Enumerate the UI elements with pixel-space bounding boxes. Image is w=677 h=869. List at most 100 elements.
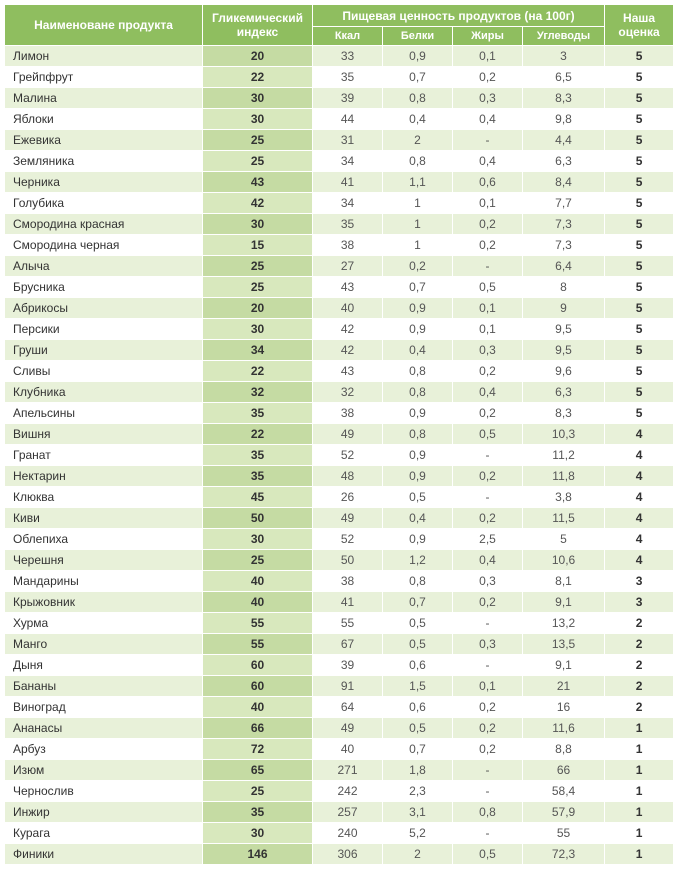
table-row: Черешня25501,20,410,64	[5, 550, 674, 571]
cell-name: Изюм	[5, 760, 203, 781]
cell-gi: 20	[203, 46, 313, 67]
cell-protein: 0,9	[383, 319, 453, 340]
cell-name: Голубика	[5, 193, 203, 214]
cell-fat: 0,2	[453, 403, 523, 424]
cell-gi: 25	[203, 277, 313, 298]
table-row: Инжир352573,10,857,91	[5, 802, 674, 823]
cell-gi: 55	[203, 634, 313, 655]
cell-protein: 0,7	[383, 592, 453, 613]
table-row: Брусника25430,70,585	[5, 277, 674, 298]
table-row: Смородина черная153810,27,35	[5, 235, 674, 256]
cell-name: Клубника	[5, 382, 203, 403]
cell-rating: 5	[605, 88, 674, 109]
cell-rating: 2	[605, 655, 674, 676]
cell-carbs: 6,3	[523, 151, 605, 172]
header-gi: Гликемический индекс	[203, 5, 313, 46]
cell-kcal: 49	[313, 424, 383, 445]
cell-kcal: 44	[313, 109, 383, 130]
cell-carbs: 8,3	[523, 88, 605, 109]
cell-rating: 5	[605, 109, 674, 130]
table-body: Лимон20330,90,135Грейпфрут22350,70,26,55…	[5, 46, 674, 865]
cell-protein: 2	[383, 844, 453, 865]
cell-protein: 0,6	[383, 655, 453, 676]
table-row: Яблоки30440,40,49,85	[5, 109, 674, 130]
cell-fat: 0,4	[453, 109, 523, 130]
table-row: Смородина красная303510,27,35	[5, 214, 674, 235]
table-row: Арбуз72400,70,28,81	[5, 739, 674, 760]
cell-carbs: 3	[523, 46, 605, 67]
cell-name: Апельсины	[5, 403, 203, 424]
cell-fat: 0,3	[453, 88, 523, 109]
cell-carbs: 10,3	[523, 424, 605, 445]
cell-name: Хурма	[5, 613, 203, 634]
cell-fat: 0,1	[453, 193, 523, 214]
cell-protein: 1	[383, 214, 453, 235]
cell-name: Финики	[5, 844, 203, 865]
cell-kcal: 271	[313, 760, 383, 781]
cell-kcal: 40	[313, 298, 383, 319]
cell-carbs: 6,4	[523, 256, 605, 277]
cell-name: Мандарины	[5, 571, 203, 592]
table-row: Гранат35520,9-11,24	[5, 445, 674, 466]
cell-gi: 30	[203, 823, 313, 844]
cell-name: Брусника	[5, 277, 203, 298]
table-row: Манго55670,50,313,52	[5, 634, 674, 655]
cell-gi: 60	[203, 676, 313, 697]
cell-name: Ананасы	[5, 718, 203, 739]
cell-gi: 60	[203, 655, 313, 676]
cell-kcal: 43	[313, 361, 383, 382]
cell-fat: 0,2	[453, 361, 523, 382]
cell-rating: 5	[605, 235, 674, 256]
cell-protein: 2	[383, 130, 453, 151]
cell-rating: 5	[605, 256, 674, 277]
cell-protein: 0,6	[383, 697, 453, 718]
cell-fat: 0,1	[453, 319, 523, 340]
cell-name: Алыча	[5, 256, 203, 277]
cell-protein: 0,8	[383, 424, 453, 445]
header-fat: Жиры	[453, 27, 523, 46]
cell-name: Клюква	[5, 487, 203, 508]
table-row: Крыжовник40410,70,29,13	[5, 592, 674, 613]
cell-carbs: 57,9	[523, 802, 605, 823]
cell-kcal: 42	[313, 319, 383, 340]
cell-gi: 65	[203, 760, 313, 781]
cell-gi: 30	[203, 319, 313, 340]
cell-name: Бананы	[5, 676, 203, 697]
cell-rating: 1	[605, 802, 674, 823]
cell-name: Абрикосы	[5, 298, 203, 319]
cell-carbs: 55	[523, 823, 605, 844]
cell-rating: 2	[605, 676, 674, 697]
glycemic-index-table: Наименоване продукта Гликемический индек…	[4, 4, 674, 865]
cell-rating: 5	[605, 361, 674, 382]
cell-rating: 5	[605, 151, 674, 172]
cell-kcal: 27	[313, 256, 383, 277]
cell-protein: 0,9	[383, 529, 453, 550]
cell-kcal: 43	[313, 277, 383, 298]
cell-protein: 0,4	[383, 109, 453, 130]
cell-rating: 1	[605, 823, 674, 844]
cell-protein: 0,7	[383, 277, 453, 298]
table-row: Клубника32320,80,46,35	[5, 382, 674, 403]
cell-protein: 1,2	[383, 550, 453, 571]
cell-protein: 0,5	[383, 718, 453, 739]
cell-fat: 0,3	[453, 634, 523, 655]
cell-carbs: 9,5	[523, 340, 605, 361]
cell-fat: 0,3	[453, 340, 523, 361]
cell-rating: 1	[605, 718, 674, 739]
table-row: Нектарин35480,90,211,84	[5, 466, 674, 487]
cell-kcal: 42	[313, 340, 383, 361]
cell-protein: 1,8	[383, 760, 453, 781]
cell-carbs: 13,5	[523, 634, 605, 655]
cell-carbs: 11,6	[523, 718, 605, 739]
cell-name: Чернослив	[5, 781, 203, 802]
cell-gi: 30	[203, 214, 313, 235]
cell-gi: 25	[203, 256, 313, 277]
cell-fat: -	[453, 823, 523, 844]
cell-carbs: 9,1	[523, 592, 605, 613]
cell-rating: 4	[605, 487, 674, 508]
cell-name: Вишня	[5, 424, 203, 445]
cell-kcal: 50	[313, 550, 383, 571]
cell-gi: 35	[203, 802, 313, 823]
cell-name: Дыня	[5, 655, 203, 676]
cell-kcal: 31	[313, 130, 383, 151]
